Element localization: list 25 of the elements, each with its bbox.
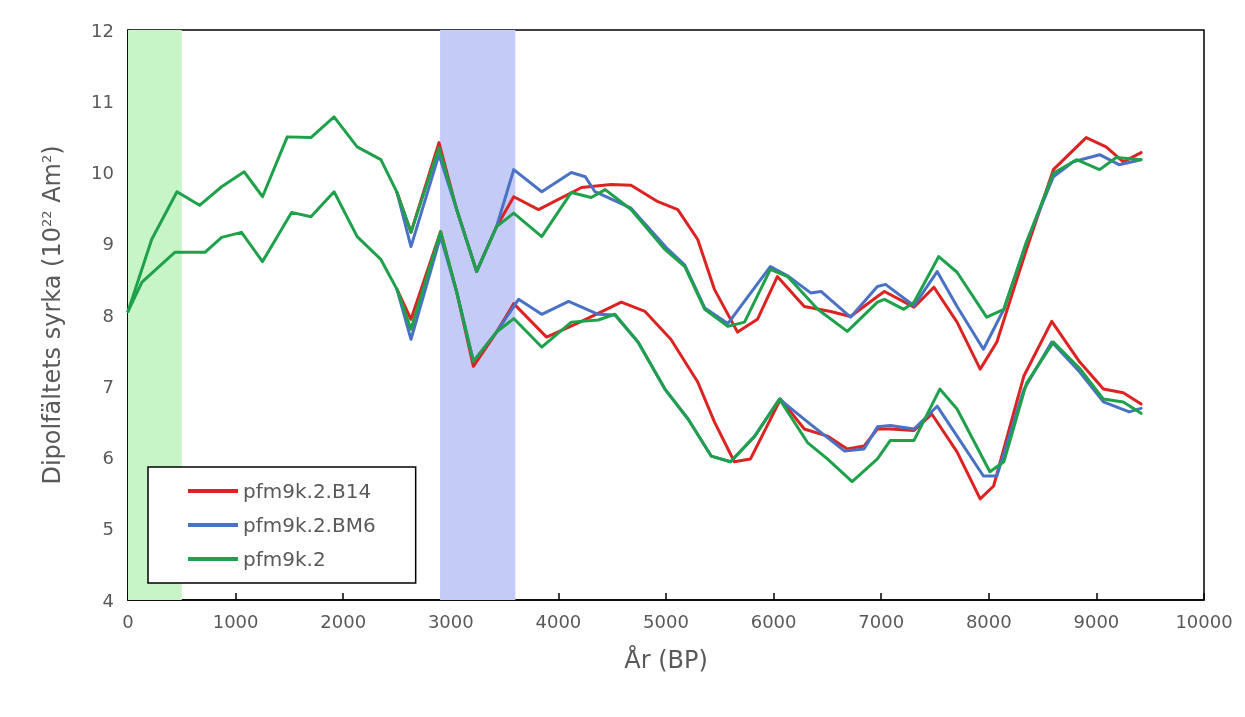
x-tick-label: 10000	[1175, 610, 1233, 632]
x-tick-label: 2000	[320, 610, 367, 632]
legend-label: pfm9k.2	[243, 547, 326, 571]
y-tick-label: 5	[102, 518, 114, 540]
x-axis-title: År (BP)	[624, 645, 708, 674]
legend-label: pfm9k.2.BM6	[243, 513, 376, 537]
y-tick-label: 8	[102, 304, 114, 326]
x-tick-label: 4000	[535, 610, 582, 632]
x-tick-label: 1000	[212, 610, 259, 632]
x-tick-label: 9000	[1073, 610, 1120, 632]
y-axis-title: Dipolfältets syrka (1022 Am2)	[38, 145, 66, 485]
y-tick-label: 9	[102, 233, 114, 255]
x-tick-label: 3000	[427, 610, 474, 632]
x-tick-label: 6000	[750, 610, 797, 632]
x-tick-label: 8000	[965, 610, 1012, 632]
x-tick-label: 0	[122, 610, 134, 632]
legend-label: pfm9k.2.B14	[243, 479, 372, 503]
x-tick-label: 5000	[643, 610, 689, 632]
x-tick-label: 7000	[858, 610, 905, 632]
y-tick-label: 6	[102, 447, 114, 468]
y-tick-label: 10	[91, 162, 114, 183]
y-tick-label: 4	[102, 589, 114, 611]
y-tick-label: 7	[102, 375, 114, 397]
y-tick-label: 11	[91, 90, 114, 112]
y-tick-label: 12	[91, 19, 114, 41]
